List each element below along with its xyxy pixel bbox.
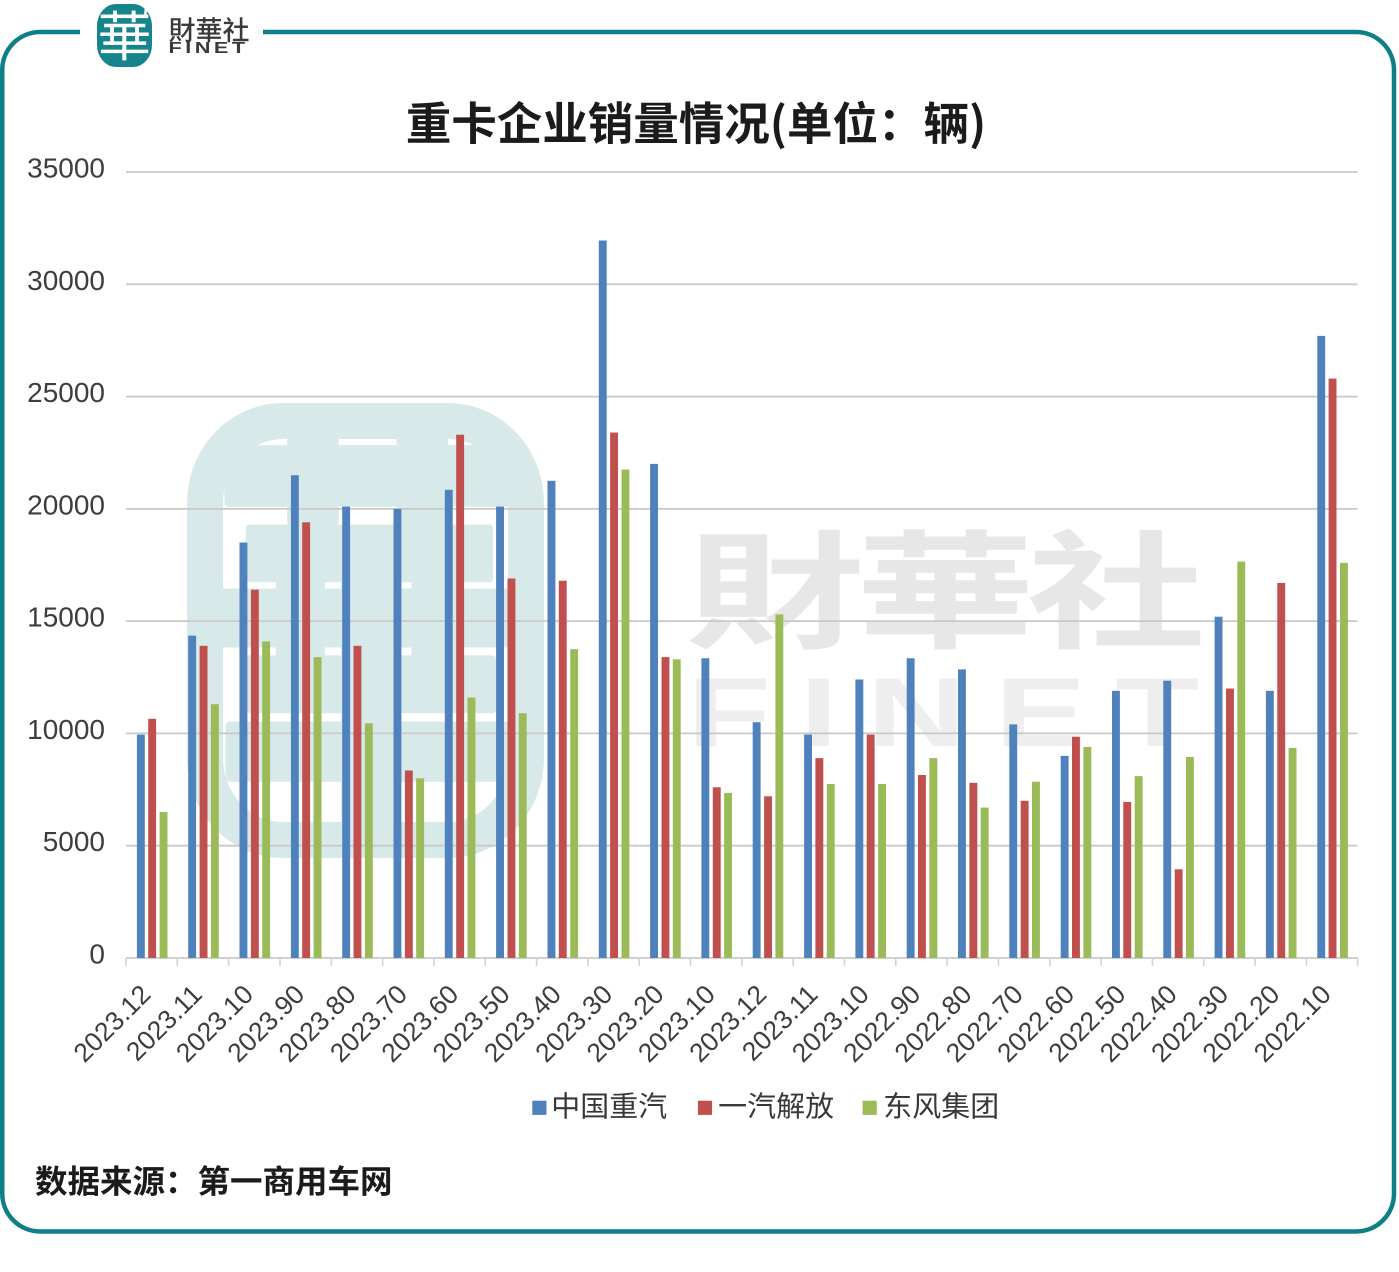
svg-text:15000: 15000 xyxy=(27,602,105,633)
svg-text:35000: 35000 xyxy=(27,153,105,184)
svg-text:20000: 20000 xyxy=(27,489,105,520)
svg-text:0: 0 xyxy=(89,939,105,970)
svg-text:FINET: FINET xyxy=(169,39,249,56)
svg-text:30000: 30000 xyxy=(27,265,105,296)
svg-text:5000: 5000 xyxy=(43,826,105,857)
svg-text:FINET: FINET xyxy=(687,658,1228,767)
svg-text:10000: 10000 xyxy=(27,714,105,745)
svg-text:25000: 25000 xyxy=(27,377,105,408)
